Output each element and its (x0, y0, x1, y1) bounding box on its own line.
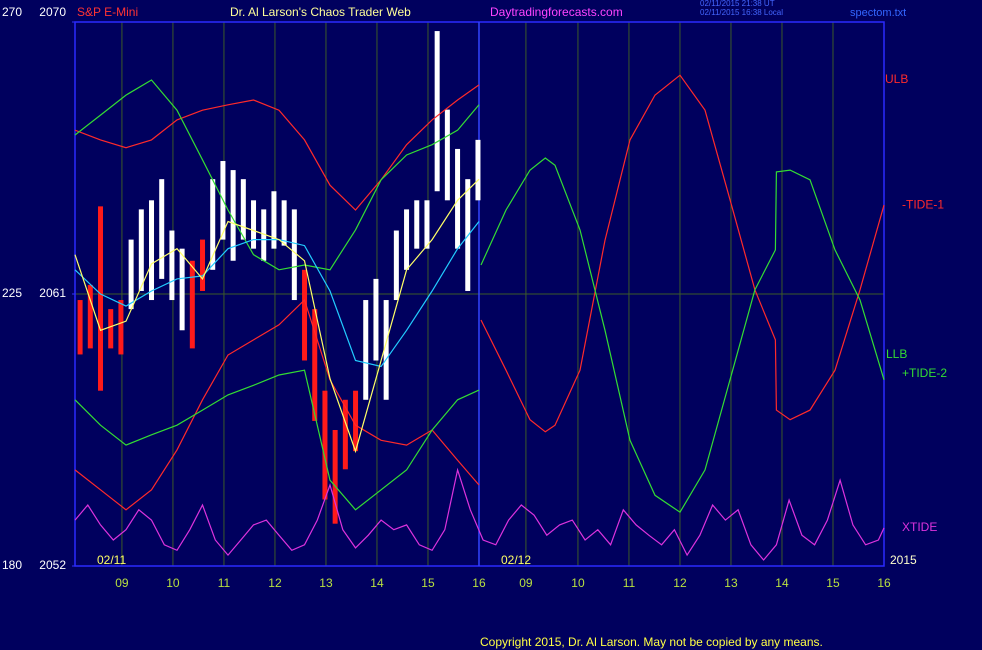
price-bar (240, 179, 246, 240)
price-bar (261, 209, 267, 261)
x-tick-label: 15 (421, 576, 435, 590)
price-bar (210, 179, 216, 270)
price-bar (281, 200, 287, 246)
x-tick-label: 10 (166, 576, 180, 590)
series-line (74, 79, 480, 271)
y2-tick-label: 2052 (39, 558, 66, 572)
price-bar (179, 248, 185, 331)
title: Dr. Al Larson's Chaos Trader Web (230, 5, 411, 19)
x-tick-label: 14 (370, 576, 384, 590)
series-line (480, 74, 885, 433)
x-tick-label: 14 (775, 576, 789, 590)
series-line (74, 84, 480, 211)
price-bar (322, 390, 328, 500)
series-line (74, 467, 885, 561)
series-label: XTIDE (902, 520, 937, 534)
price-bar (189, 260, 195, 349)
x-tick-label: 11 (218, 576, 231, 590)
price-bar (138, 209, 144, 291)
price-bar (312, 309, 318, 421)
price-bar (342, 399, 348, 470)
date-label: 2015 (890, 553, 917, 567)
x-tick-label: 12 (673, 576, 687, 590)
price-bar (149, 200, 155, 301)
price-bar (159, 179, 165, 279)
price-bar (128, 239, 134, 310)
price-bar (383, 300, 389, 400)
series-label: -TIDE-1 (902, 197, 944, 211)
price-bar (200, 239, 206, 291)
price-bar (332, 430, 338, 524)
instrument: S&P E-Mini (77, 5, 138, 19)
annotation: LLB (886, 347, 907, 361)
x-tick-label: 13 (724, 576, 738, 590)
x-tick-label: 15 (826, 576, 840, 590)
annotation: ULB (885, 72, 908, 86)
price-bar (455, 148, 461, 249)
x-tick-label: 16 (877, 576, 891, 590)
copyright: Copyright 2015, Dr. Al Larson. May not b… (480, 635, 823, 649)
x-tick-label: 12 (268, 576, 282, 590)
site: Daytradingforecasts.com (490, 5, 623, 19)
y-tick-label: 180 (2, 558, 22, 572)
date-label: 02/11 (97, 553, 126, 567)
x-tick-label: 10 (571, 576, 585, 590)
price-bar (424, 200, 430, 249)
price-bar (87, 284, 93, 349)
y2-tick-label: 2070 (39, 5, 66, 19)
price-bar (393, 230, 399, 301)
y-tick-label: 270 (2, 5, 22, 19)
x-tick-label: 09 (519, 576, 533, 590)
x-tick-label: 09 (115, 576, 129, 590)
y-tick-label: 225 (2, 286, 22, 300)
price-bar (291, 209, 297, 301)
y2-tick-label: 2061 (39, 286, 66, 300)
price-bar (108, 309, 114, 349)
timestamp: 02/11/2015 16:38 Local (700, 8, 783, 17)
x-tick-label: 11 (623, 576, 636, 590)
series-label: +TIDE-2 (902, 366, 947, 380)
price-bar (169, 230, 175, 301)
series-line (74, 178, 480, 454)
price-bar (404, 209, 410, 270)
date-label: 02/12 (501, 553, 531, 567)
series-line (74, 369, 480, 511)
series-line (480, 157, 885, 514)
price-bar (230, 170, 236, 261)
price-bar (251, 200, 257, 249)
price-bar (414, 200, 420, 249)
series-line (74, 298, 480, 511)
x-tick-label: 16 (472, 576, 486, 590)
price-bar (353, 390, 359, 452)
price-bar (271, 191, 277, 249)
price-bar (444, 109, 450, 201)
price-bar (373, 278, 379, 361)
price-bar (302, 269, 308, 361)
price-bar (77, 300, 83, 355)
price-bar (434, 31, 440, 192)
file-name: spectom.txt (850, 7, 906, 19)
x-tick-label: 13 (319, 576, 333, 590)
timestamp: 02/11/2015 21:38 UT (700, 0, 775, 8)
price-bar (363, 300, 369, 400)
price-bar (475, 139, 481, 201)
price-bar (118, 300, 124, 355)
price-bar (98, 206, 104, 391)
